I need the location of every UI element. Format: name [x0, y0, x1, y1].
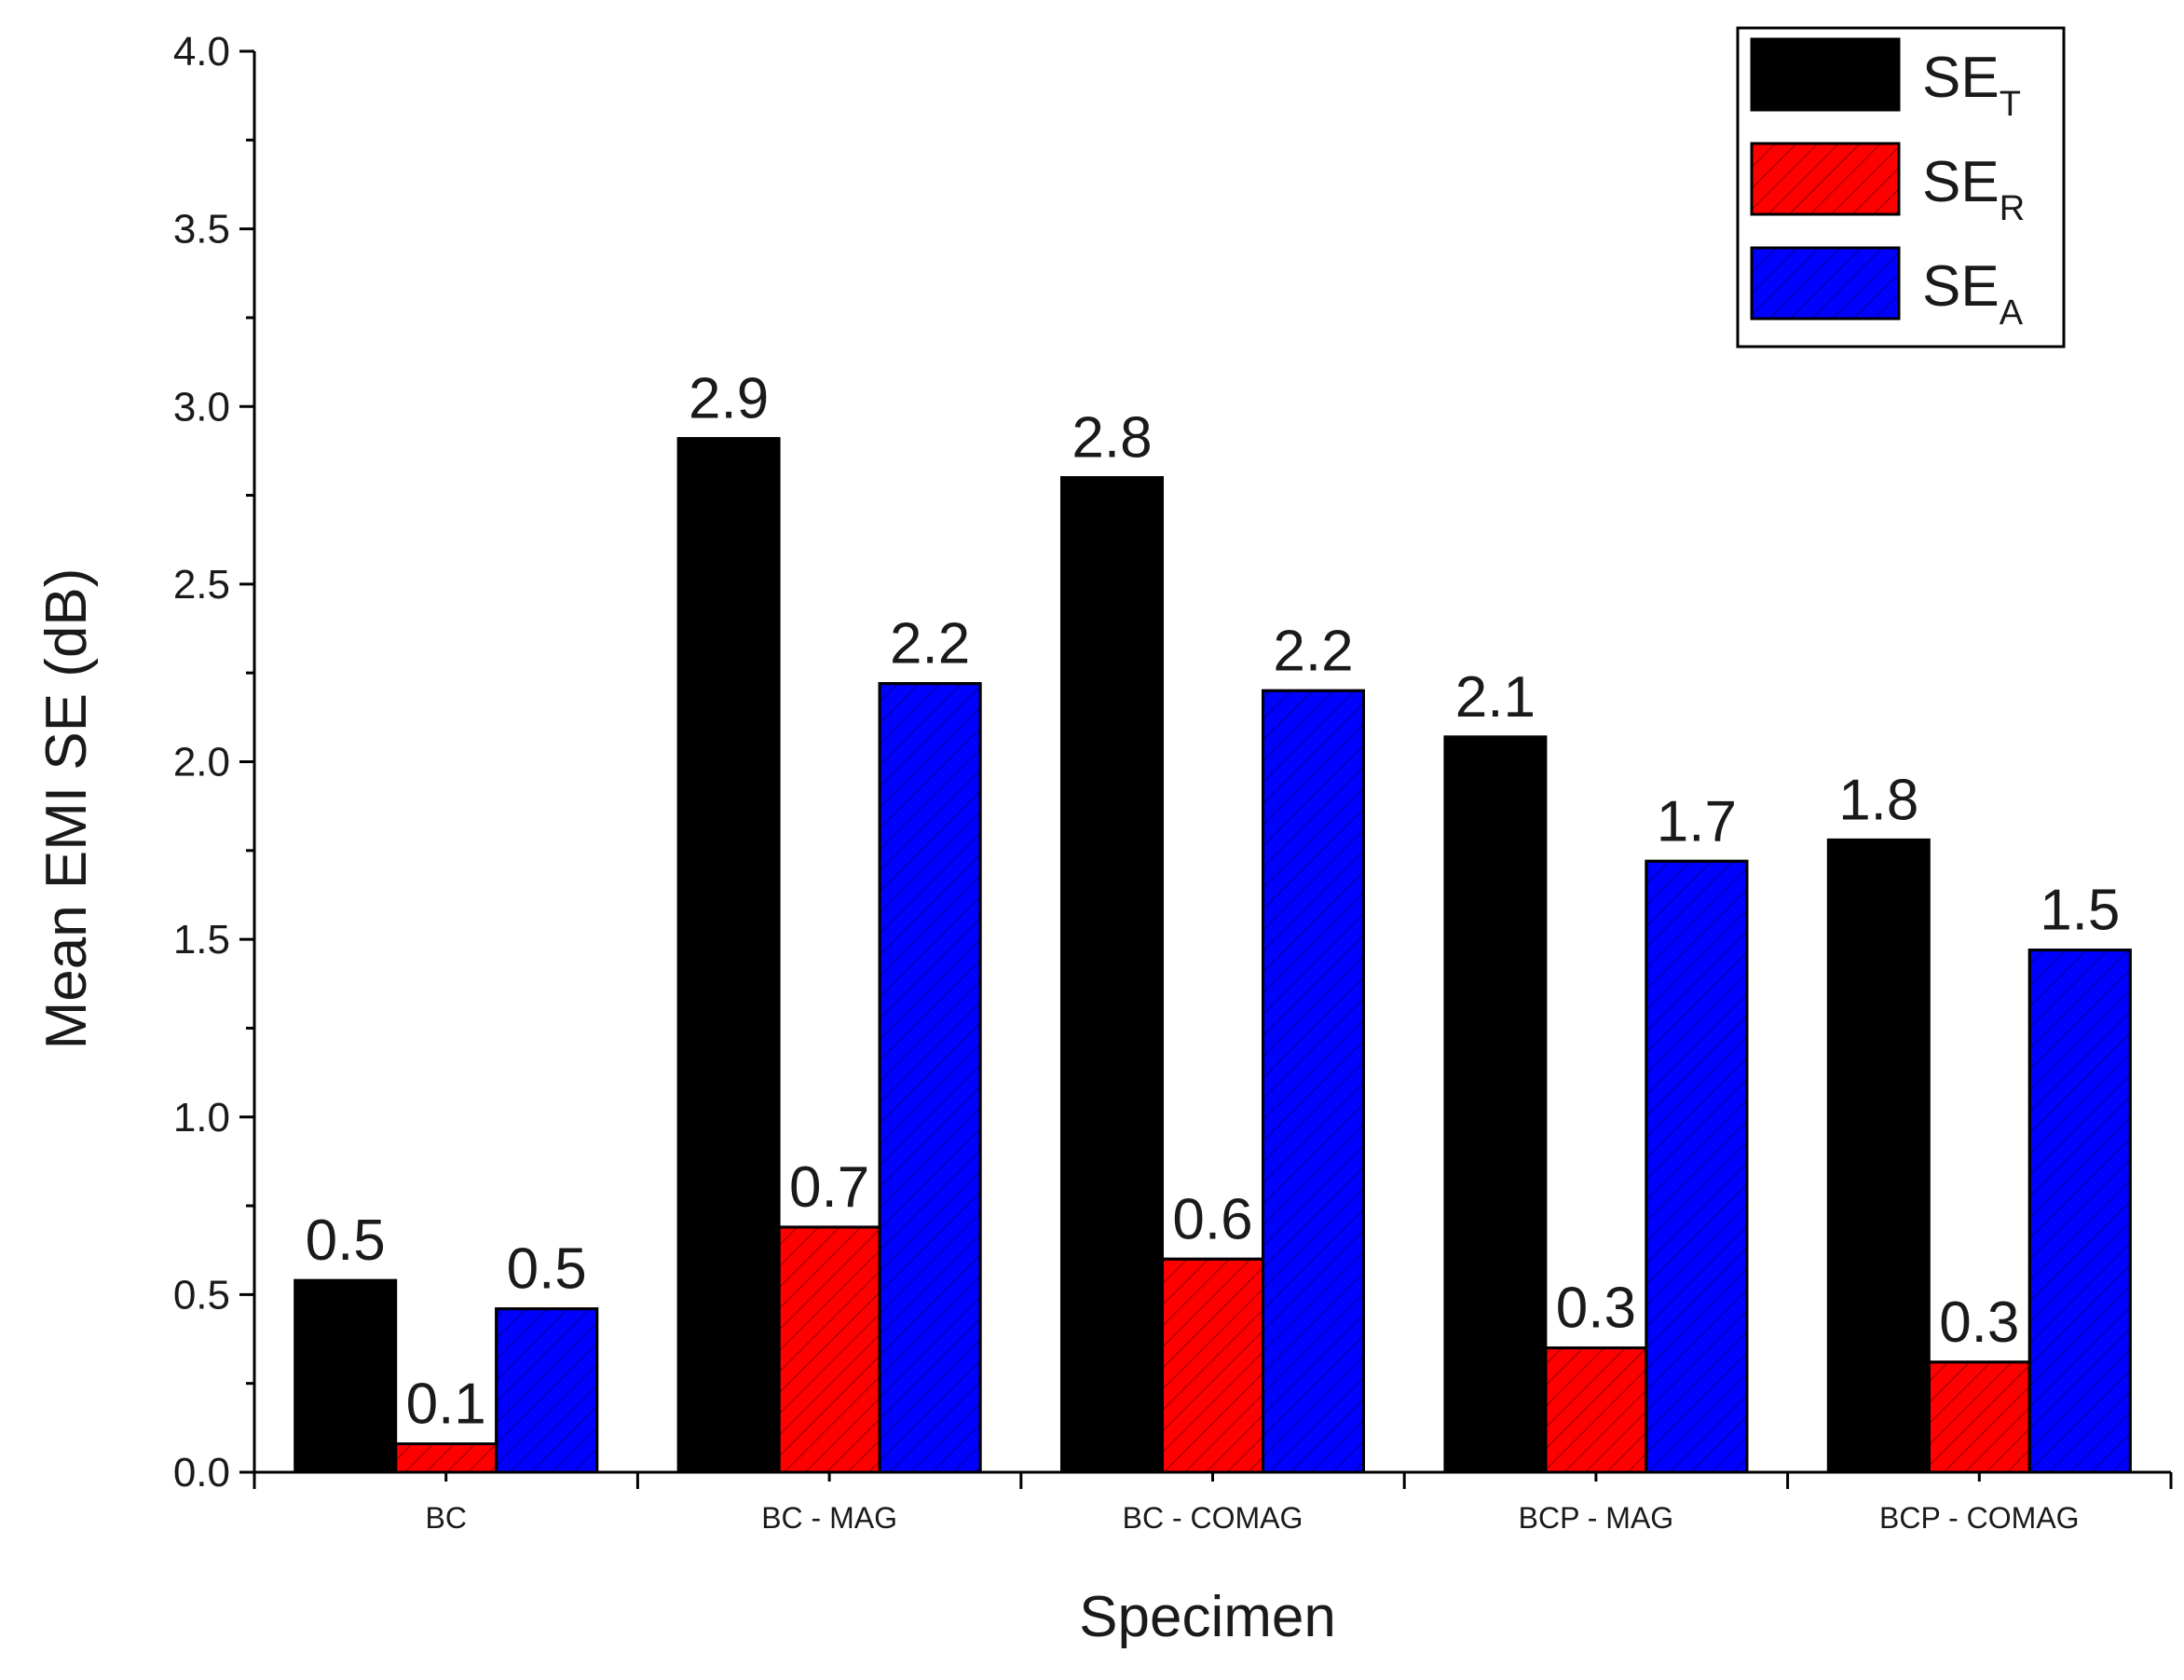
bar-se-t: [676, 437, 781, 1474]
x-tick-label: BC - COMAG: [1123, 1501, 1304, 1535]
data-label: 0.5: [306, 1209, 386, 1273]
y-tick-label: 3.0: [173, 384, 230, 430]
x-axis-title: Specimen: [1079, 1585, 1336, 1649]
bar-hatch: [1645, 859, 1749, 1474]
bar-hatch: [495, 1307, 599, 1474]
bar-hatch: [777, 1225, 881, 1474]
legend-label: SER: [1922, 150, 2025, 228]
legend-label: SEA: [1922, 254, 2024, 333]
data-label: 0.1: [406, 1373, 486, 1437]
y-tick-label: 2.5: [173, 562, 230, 608]
data-label: 2.1: [1455, 665, 1536, 730]
x-tick-label: BCP - COMAG: [1879, 1501, 2080, 1535]
y-tick-label: 4.0: [173, 29, 230, 75]
bar-se-t: [1443, 735, 1548, 1474]
x-tick-label: BC - MAG: [761, 1501, 897, 1535]
legend-swatch-hatch: [1750, 246, 1901, 321]
y-tick-label: 1.0: [173, 1095, 230, 1140]
x-tick-label: BC: [425, 1501, 466, 1535]
data-label: 1.5: [2040, 879, 2120, 943]
data-label: 0.6: [1172, 1187, 1252, 1251]
data-labels: 0.5 0.1 0.5 2.9 0.7 2.2 2.8 0.6 2.2 2.1 0.3 1.7 1.8 0…: [306, 367, 2121, 1437]
bar-hatch: [1262, 689, 1365, 1474]
bar-hatch: [2027, 949, 2132, 1474]
data-label: 2.2: [890, 612, 970, 676]
legend: SET SER SEA: [1736, 26, 2066, 348]
bar-se-t: [1060, 476, 1164, 1474]
bar-se-t: [1826, 838, 1931, 1474]
data-label: 1.7: [1657, 789, 1737, 854]
bar-hatch: [1161, 1257, 1264, 1474]
legend-label: SET: [1922, 46, 2021, 124]
data-label: 2.8: [1072, 406, 1152, 471]
y-axis-title: Mean EMI SE (dB): [34, 568, 99, 1050]
data-label: 0.3: [1556, 1277, 1636, 1341]
data-label: 0.5: [507, 1237, 587, 1302]
legend-swatch-hatch: [1750, 142, 1901, 216]
data-label: 2.9: [689, 367, 769, 431]
bars: [293, 437, 2132, 1474]
bar-hatch: [1544, 1346, 1648, 1474]
y-tick-label: 1.5: [173, 917, 230, 963]
y-tick-label: 2.0: [173, 740, 230, 785]
y-tick-label: 0.5: [173, 1272, 230, 1318]
bar-hatch: [394, 1442, 498, 1474]
axes: 0.0 0.5 1.0 1.5 2.0 2.5 3.0 3.5 4.0 BC BC - MAG BC …: [173, 29, 2173, 1535]
data-label: 1.8: [1838, 768, 1918, 832]
bar-se-t: [293, 1278, 398, 1474]
data-label: 0.3: [1939, 1291, 2019, 1355]
bar-hatch: [878, 682, 982, 1474]
legend-swatch: [1750, 37, 1901, 112]
data-label: 2.2: [1273, 619, 1353, 683]
y-tick-label: 3.5: [173, 207, 230, 253]
data-label: 0.7: [789, 1155, 869, 1220]
bar-hatch: [1927, 1360, 2031, 1474]
x-tick-label: BCP - MAG: [1519, 1501, 1674, 1535]
y-tick-label: 0.0: [173, 1450, 230, 1496]
